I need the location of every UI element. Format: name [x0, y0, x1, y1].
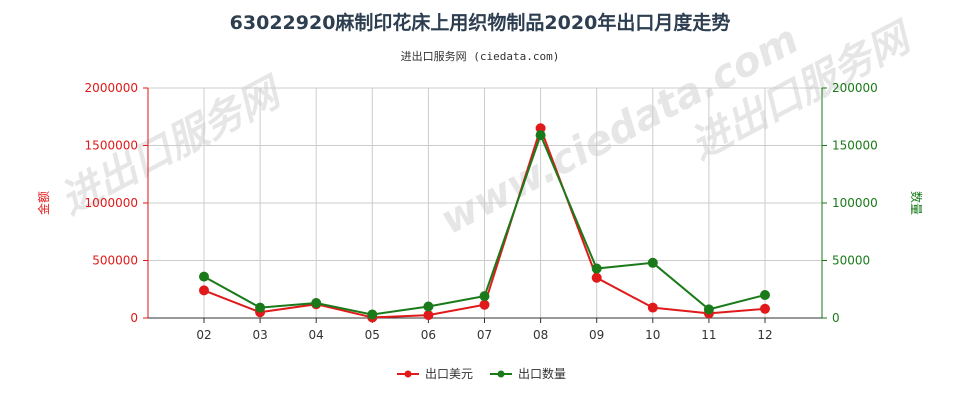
data-point: [535, 123, 546, 134]
data-point: [591, 272, 602, 283]
data-point: [479, 299, 490, 310]
y-tick-label-right: 50000: [832, 254, 870, 268]
data-point: [535, 130, 546, 141]
x-tick-label: 11: [701, 328, 716, 342]
x-tick-label: 02: [196, 328, 211, 342]
chart-subtitle: 进出口服务网 (ciedata.com): [401, 49, 560, 63]
y-tick-label-left: 500000: [92, 254, 138, 268]
watermark: 进出口服务网 www.ciedata.com 进出口服务网: [53, 13, 922, 244]
data-point: [255, 302, 266, 313]
data-point: [479, 291, 490, 302]
data-point: [760, 303, 770, 314]
axes: 0 0 500000 50000 1000000 100000 1500000 150000 2…: [85, 81, 878, 342]
y-tick-label-right: 0: [832, 311, 840, 325]
data-point: [199, 285, 209, 296]
x-tick-label: 07: [477, 328, 492, 342]
data-point: [367, 309, 378, 320]
y-tick-label-right: 200000: [832, 81, 878, 95]
y-tick-label-left: 2000000: [85, 81, 138, 95]
series: [199, 123, 770, 323]
x-tick-label: 10: [645, 328, 660, 342]
y-axis-label-right: 数量: [909, 191, 924, 215]
y-tick-label-right: 150000: [832, 139, 878, 153]
x-tick-label: 09: [589, 328, 604, 342]
data-point: [423, 301, 434, 312]
data-point: [647, 257, 658, 268]
chart-title: 63022920麻制印花床上用织物制品2020年出口月度走势: [230, 11, 731, 34]
data-point: [199, 271, 209, 282]
y-tick-label-left: 0: [130, 311, 138, 325]
y-axis-label-left: 金额: [36, 191, 51, 215]
y-tick-label-left: 1000000: [85, 196, 138, 210]
x-tick-label: 12: [757, 328, 772, 342]
legend-marker: [497, 370, 505, 378]
data-point: [423, 310, 434, 321]
grid: [147, 87, 822, 318]
data-point: [591, 263, 602, 274]
data-point: [311, 298, 322, 309]
data-point: [647, 302, 658, 313]
x-tick-label: 08: [533, 328, 548, 342]
data-point: [760, 290, 770, 300]
y-tick-label-left: 1500000: [85, 139, 138, 153]
legend-label: 出口数量: [518, 366, 566, 381]
x-tick-label: 06: [421, 328, 436, 342]
y-tick-label-right: 100000: [832, 196, 878, 210]
x-tick-label: 05: [365, 328, 380, 342]
data-point: [703, 304, 714, 315]
legend-marker: [404, 370, 412, 378]
legend-label: 出口美元: [425, 367, 473, 381]
x-tick-label: 04: [309, 328, 324, 342]
x-tick-label: 03: [252, 328, 267, 342]
legend: 出口美元 出口数量: [397, 366, 566, 381]
